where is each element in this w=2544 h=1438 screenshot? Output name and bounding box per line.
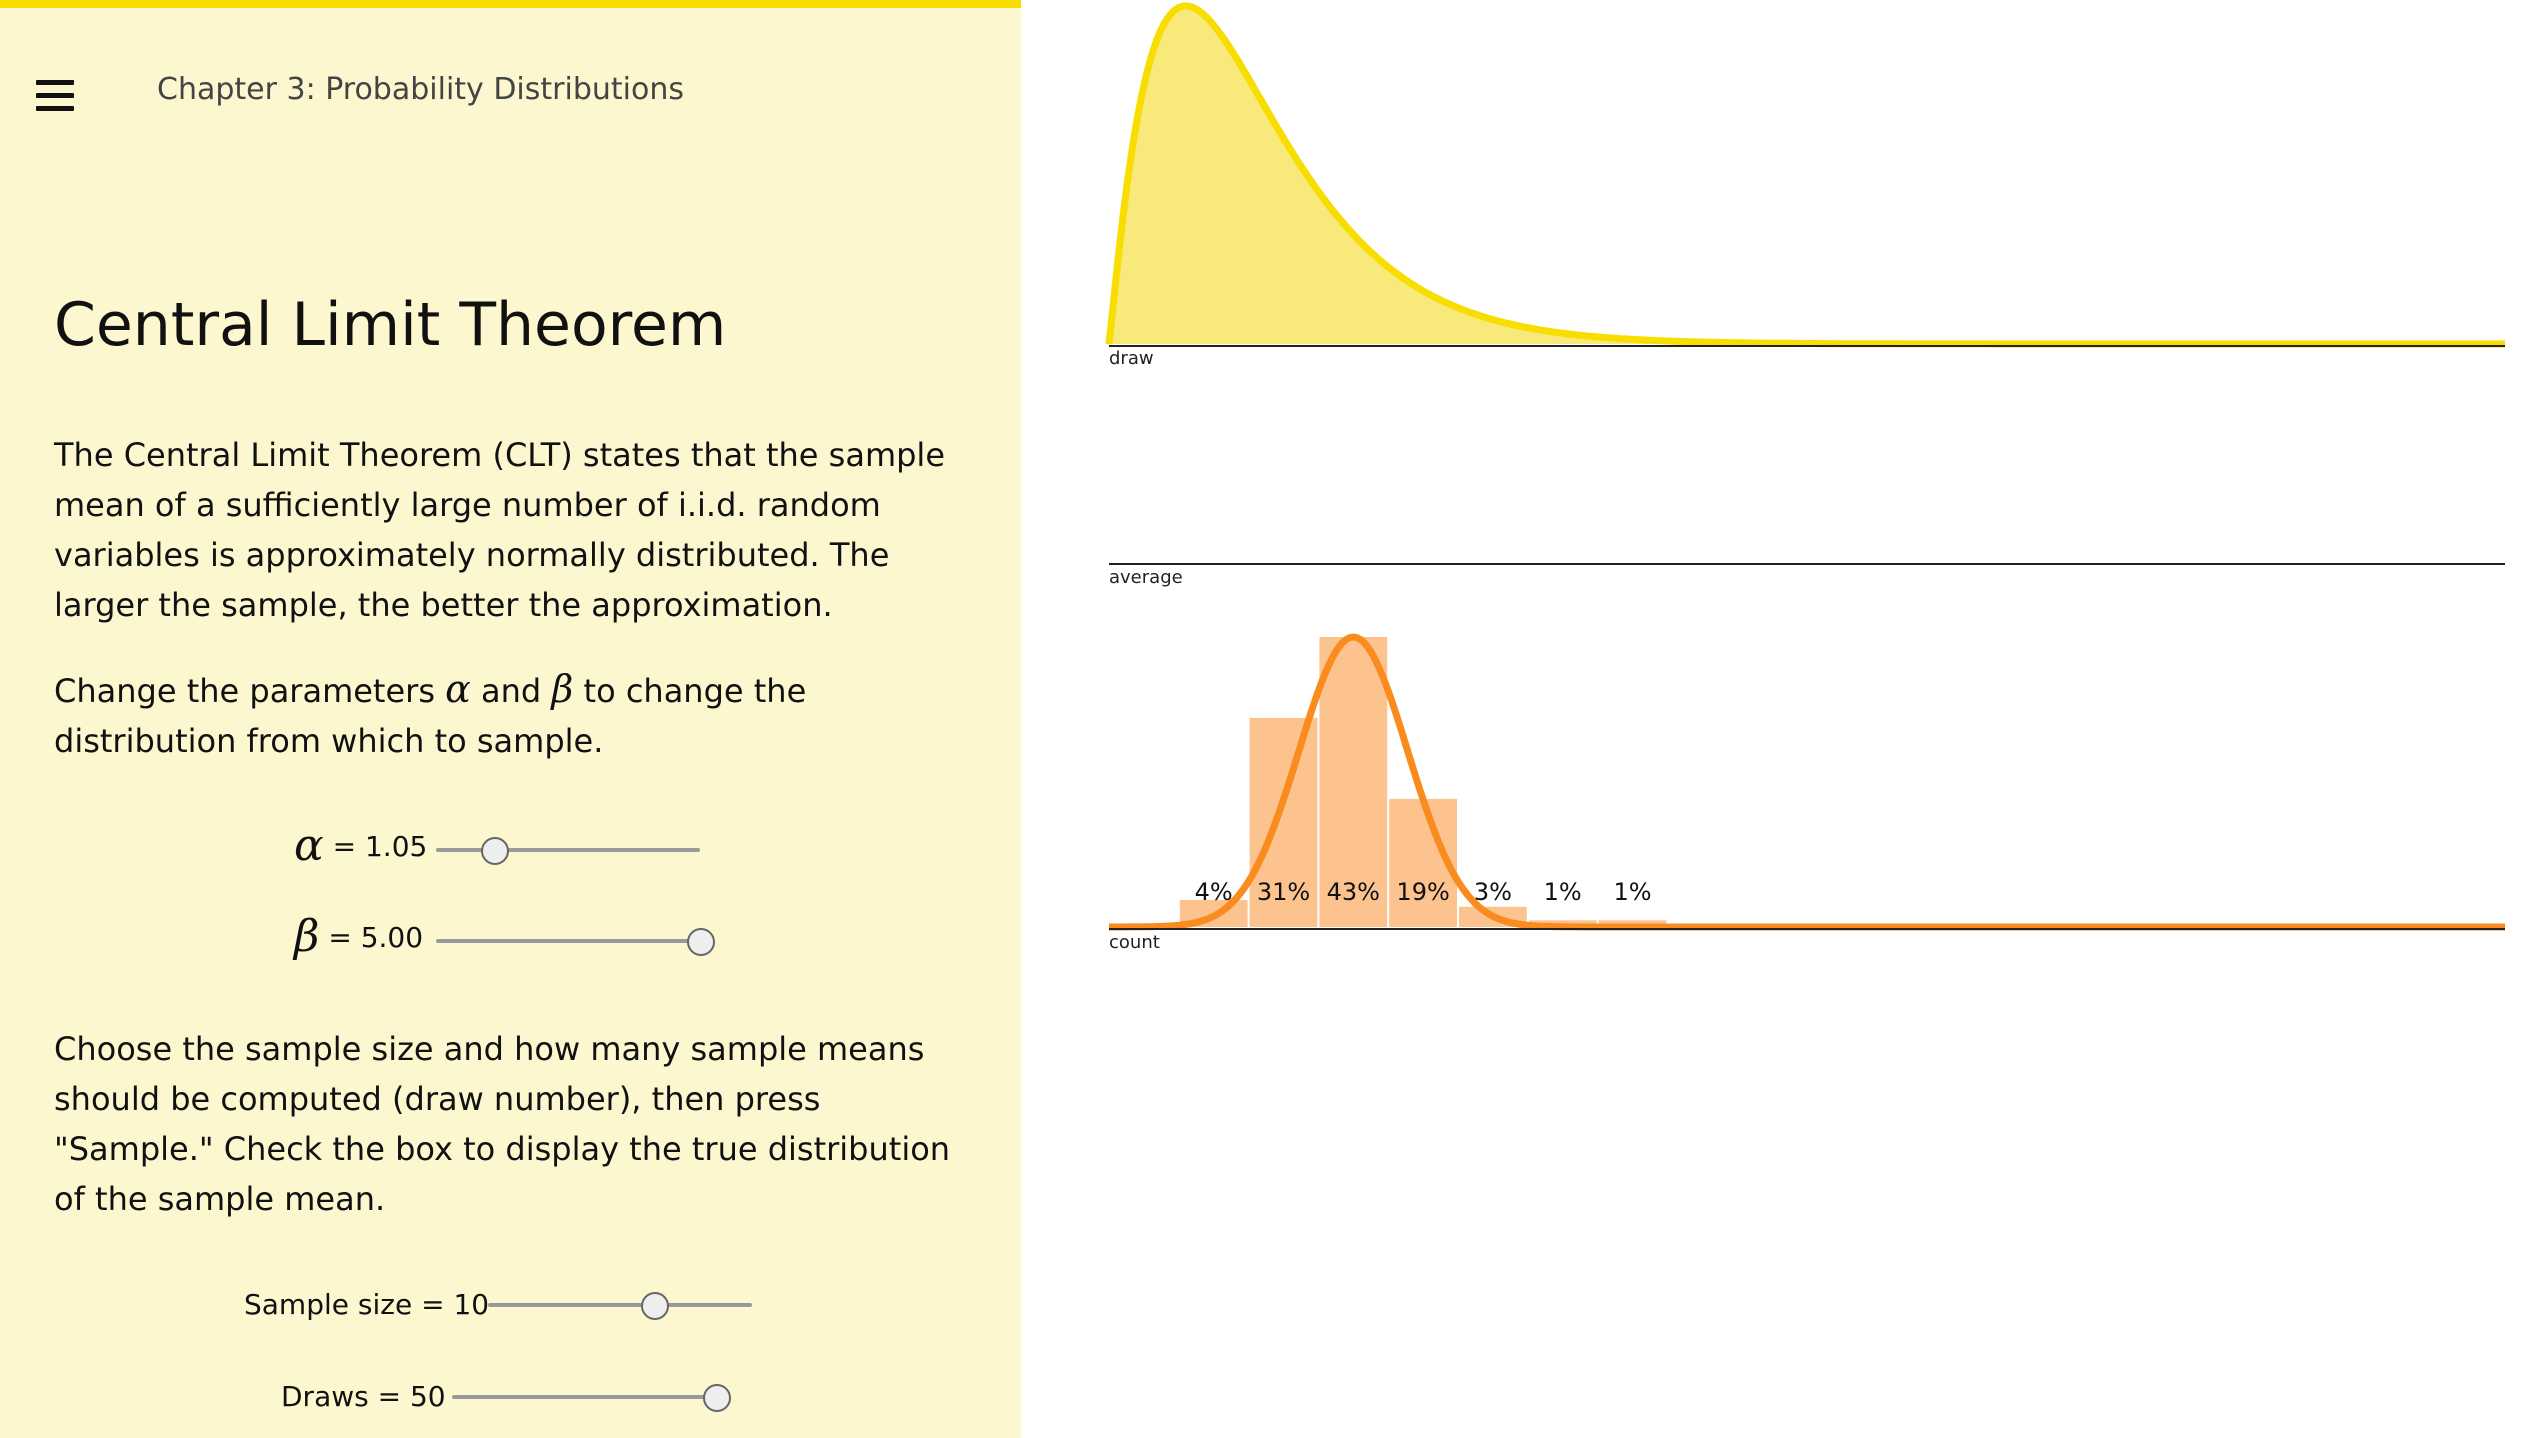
beta-label: β = 5.00: [294, 911, 423, 962]
intro-paragraph: The Central Limit Theorem (CLT) states t…: [54, 436, 945, 624]
average-panel-label: average: [1109, 567, 1183, 588]
beta-slider[interactable]: [436, 926, 715, 956]
beta-value: = 5.00: [328, 921, 424, 954]
sample-size-slider[interactable]: [488, 1290, 752, 1320]
draws-slider-thumb[interactable]: [703, 1384, 731, 1412]
histogram-percent-label: 1%: [1613, 878, 1651, 906]
parameters-paragraph: Change the parameters α and β to change …: [54, 664, 954, 766]
sample-size-label: Sample size = 10: [244, 1288, 490, 1321]
histogram-labels: 4% 31% 43% 19% 3% 1% 1%: [1195, 878, 1652, 906]
alpha-label: α = 1.05: [294, 820, 427, 871]
draws-slider[interactable]: [452, 1382, 731, 1412]
histogram-bar: [1249, 717, 1318, 927]
beta-slider-track[interactable]: [436, 939, 700, 943]
normal-curve: [1109, 633, 2505, 931]
beta-label-symbol: β: [294, 911, 320, 962]
draws-label: Draws = 50: [281, 1380, 446, 1413]
alpha-symbol: α: [445, 667, 471, 711]
draws-slider-track[interactable]: [452, 1395, 716, 1399]
sampling-paragraph: Choose the sample size and how many samp…: [54, 1030, 951, 1218]
params-text-after: to change the distribution from which to…: [54, 672, 807, 760]
clt-chart: draw average 4% 31% 43% 19% 3% 1% 1% count: [1105, 2, 2505, 953]
beta-symbol: β: [551, 667, 574, 711]
params-text-before: Change the parameters: [54, 672, 435, 710]
histogram-bar: [1319, 637, 1388, 927]
alpha-label-symbol: α: [294, 820, 324, 871]
histogram-percent-label: 43%: [1327, 878, 1380, 906]
params-text-and: and: [481, 672, 542, 710]
alpha-value: = 1.05: [332, 830, 428, 863]
draw-panel-label: draw: [1109, 348, 1154, 369]
alpha-slider-track[interactable]: [436, 848, 700, 852]
beta-slider-thumb[interactable]: [687, 928, 715, 956]
sample-size-slider-track[interactable]: [488, 1303, 752, 1307]
alpha-slider[interactable]: [436, 835, 700, 865]
alpha-slider-thumb[interactable]: [481, 837, 510, 865]
histogram-percent-label: 4%: [1195, 878, 1233, 906]
source-distribution-area: [1109, 6, 2505, 344]
histogram-percent-label: 1%: [1544, 878, 1582, 906]
hamburger-menu-icon[interactable]: [36, 80, 74, 114]
histogram-percent-label: 19%: [1396, 878, 1449, 906]
page-title: Central Limit Theorem: [54, 290, 727, 360]
sample-size-slider-thumb[interactable]: [641, 1292, 670, 1320]
sidebar: Chapter 3: Probability Distributions Cen…: [0, 0, 1021, 1438]
source-distribution-line: [1105, 2, 2505, 348]
histogram-percent-label: 31%: [1257, 878, 1310, 906]
count-panel-label: count: [1109, 932, 1160, 953]
chapter-title[interactable]: Chapter 3: Probability Distributions: [157, 72, 684, 107]
histogram-percent-label: 3%: [1474, 878, 1512, 906]
